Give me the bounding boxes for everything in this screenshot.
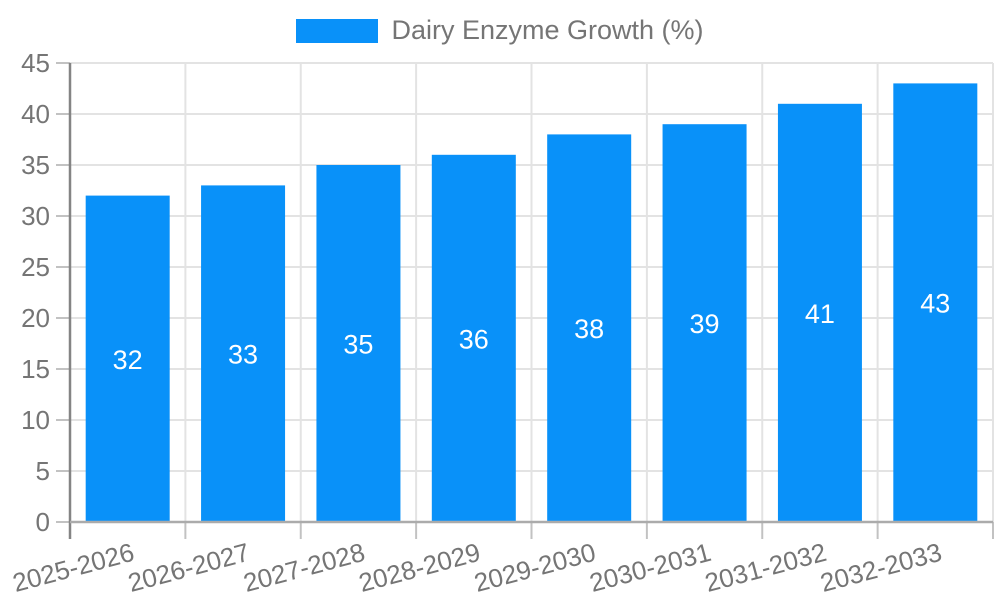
x-axis-tick-label: 2026-2027	[125, 537, 253, 598]
y-axis-tick-label: 15	[21, 354, 50, 384]
legend-label: Dairy Enzyme Growth (%)	[391, 15, 704, 45]
y-axis-tick-label: 30	[21, 201, 50, 231]
bar-2027-2028[interactable]	[316, 165, 401, 522]
bar-2026-2027[interactable]	[201, 185, 286, 522]
legend-item-dairy-enzyme-growth[interactable]: Dairy Enzyme Growth (%)	[296, 15, 704, 45]
bar-value-label: 43	[920, 289, 950, 319]
bar-2029-2030[interactable]	[547, 134, 632, 522]
bar-2030-2031[interactable]	[662, 124, 747, 522]
y-axis-tick-label: 5	[36, 456, 50, 486]
bar-2031-2032[interactable]	[777, 103, 862, 523]
bar-value-label: 39	[690, 309, 720, 339]
x-axis-tick-label: 2027-2028	[240, 537, 368, 598]
legend-swatch	[296, 18, 379, 43]
x-axis-tick-label: 2028-2029	[355, 537, 483, 598]
y-axis-tick-label: 35	[21, 150, 50, 180]
bar-2032-2033[interactable]	[893, 83, 978, 523]
x-axis-tick-label: 2025-2026	[9, 537, 137, 598]
bar-value-label: 32	[113, 345, 143, 375]
y-axis-tick-label: 45	[21, 48, 50, 78]
bar-value-label: 41	[805, 299, 835, 329]
y-axis-tick-label: 10	[21, 405, 50, 435]
bar-value-label: 33	[228, 340, 258, 370]
chart-legend: Dairy Enzyme Growth (%)	[0, 17, 1000, 44]
y-axis-tick-label: 40	[21, 99, 50, 129]
bar-value-label: 38	[574, 314, 604, 344]
x-axis-tick-label: 2032-2033	[817, 537, 945, 598]
y-axis-tick-label: 20	[21, 303, 50, 333]
x-axis-tick-label: 2031-2032	[702, 537, 830, 598]
x-axis-tick-label: 2029-2030	[471, 537, 599, 598]
x-axis-tick-label: 2030-2031	[586, 537, 714, 598]
bar-2028-2029[interactable]	[431, 154, 516, 523]
y-axis-tick-label: 25	[21, 252, 50, 282]
bar-2025-2026[interactable]	[85, 195, 170, 522]
bar-value-label: 36	[459, 324, 489, 354]
bar-value-label: 35	[343, 330, 373, 360]
y-axis-tick-label: 0	[36, 507, 50, 537]
